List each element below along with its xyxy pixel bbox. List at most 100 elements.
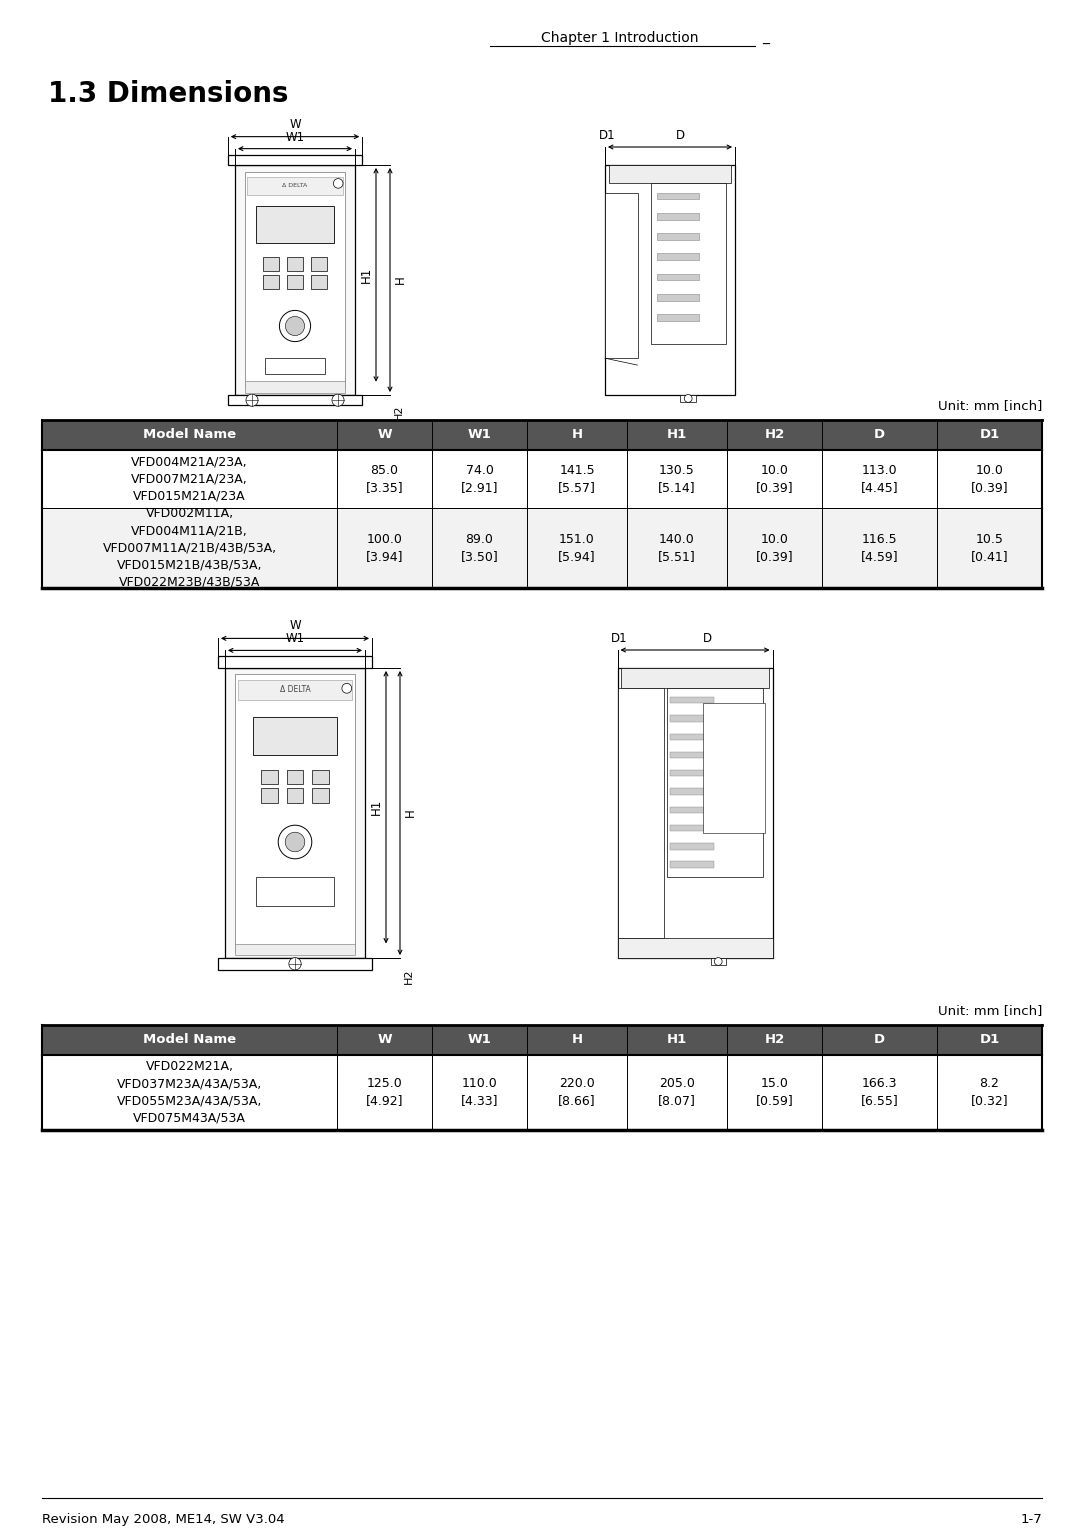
Text: Unit: mm [inch]: Unit: mm [inch] (937, 1003, 1042, 1017)
Text: VFD004M21A/23A,
VFD007M21A/23A,
VFD015M21A/23A: VFD004M21A/23A, VFD007M21A/23A, VFD015M2… (131, 456, 248, 503)
Text: 166.3
[6.55]: 166.3 [6.55] (861, 1077, 899, 1108)
Bar (671, 715, 714, 721)
Circle shape (285, 316, 305, 336)
Text: H1: H1 (370, 799, 383, 816)
Text: 151.0
[5.94]: 151.0 [5.94] (558, 532, 596, 563)
Bar (286, 788, 303, 802)
Bar (244, 172, 346, 388)
Circle shape (246, 394, 258, 407)
Bar (287, 258, 302, 272)
Bar (671, 770, 714, 776)
Bar (432, 508, 527, 588)
Bar (671, 752, 714, 758)
Circle shape (714, 957, 723, 965)
Bar (225, 667, 365, 959)
Bar (42, 420, 337, 449)
Bar (265, 359, 325, 374)
Text: D1: D1 (980, 1032, 1000, 1046)
Bar (671, 825, 714, 831)
Text: H: H (394, 276, 407, 284)
Bar (650, 184, 726, 345)
Text: 10.0
[0.39]: 10.0 [0.39] (756, 532, 794, 563)
Text: 15.0
[0.59]: 15.0 [0.59] (756, 1077, 794, 1108)
Text: H: H (571, 1032, 582, 1046)
Text: H2: H2 (394, 405, 404, 420)
Text: 10.5
[0.41]: 10.5 [0.41] (971, 532, 1009, 563)
Text: 220.0
[8.66]: 220.0 [8.66] (558, 1077, 596, 1108)
Bar (822, 449, 937, 508)
Bar (312, 770, 328, 784)
Bar (727, 1025, 822, 1054)
Text: W1: W1 (468, 1032, 491, 1046)
Bar (527, 1025, 627, 1054)
Text: 141.5
[5.57]: 141.5 [5.57] (558, 463, 596, 494)
Bar (256, 877, 334, 905)
Bar (680, 394, 696, 402)
Text: Δ DELTA: Δ DELTA (280, 686, 310, 695)
Circle shape (342, 684, 352, 693)
Bar (618, 937, 772, 959)
Text: D1: D1 (598, 129, 616, 143)
Text: 1-7: 1-7 (1021, 1513, 1042, 1526)
Bar (337, 420, 432, 449)
Bar (337, 1025, 432, 1054)
Bar (228, 155, 362, 166)
Bar (657, 253, 699, 261)
Text: D1: D1 (611, 632, 627, 644)
Text: 125.0
[4.92]: 125.0 [4.92] (366, 1077, 403, 1108)
Bar (618, 667, 772, 959)
Text: W: W (289, 620, 301, 632)
Bar (671, 807, 714, 813)
Bar (627, 420, 727, 449)
Bar (264, 258, 279, 272)
Text: D: D (702, 632, 712, 644)
Text: H2: H2 (404, 968, 414, 983)
Bar (432, 1025, 527, 1054)
Bar (527, 1054, 627, 1129)
Bar (671, 844, 714, 850)
Bar (727, 1054, 822, 1129)
Bar (657, 314, 699, 321)
Text: VFD022M21A,
VFD037M23A/43A/53A,
VFD055M23A/43A/53A,
VFD075M43A/53A: VFD022M21A, VFD037M23A/43A/53A, VFD055M2… (117, 1060, 262, 1124)
Bar (432, 1054, 527, 1129)
Bar (218, 959, 372, 969)
Bar (337, 1054, 432, 1129)
Text: 89.0
[3.50]: 89.0 [3.50] (461, 532, 498, 563)
Bar (287, 276, 302, 290)
Text: 116.5
[4.59]: 116.5 [4.59] (861, 532, 899, 563)
Bar (312, 788, 328, 802)
Text: 10.0
[0.39]: 10.0 [0.39] (971, 463, 1009, 494)
Bar (937, 508, 1042, 588)
Bar (311, 276, 327, 290)
Text: Model Name: Model Name (143, 428, 237, 442)
Text: 8.2
[0.32]: 8.2 [0.32] (971, 1077, 1009, 1108)
Text: Unit: mm [inch]: Unit: mm [inch] (937, 399, 1042, 413)
Text: 113.0
[4.45]: 113.0 [4.45] (861, 463, 899, 494)
Circle shape (280, 310, 311, 342)
Bar (937, 1025, 1042, 1054)
Text: H1: H1 (360, 267, 373, 282)
Bar (605, 193, 637, 359)
Bar (727, 449, 822, 508)
Text: 130.5
[5.14]: 130.5 [5.14] (658, 463, 696, 494)
Bar (671, 733, 714, 739)
Text: H1: H1 (666, 428, 687, 442)
Bar (822, 508, 937, 588)
Text: D: D (675, 129, 685, 143)
Text: W1: W1 (285, 130, 305, 144)
Bar (657, 193, 699, 199)
Text: 205.0
[8.07]: 205.0 [8.07] (658, 1077, 696, 1108)
Text: D1: D1 (980, 428, 1000, 442)
Bar (727, 508, 822, 588)
Bar (671, 862, 714, 868)
Bar (667, 689, 764, 877)
Text: 10.0
[0.39]: 10.0 [0.39] (756, 463, 794, 494)
Text: H2: H2 (765, 428, 785, 442)
Text: VFD002M11A,
VFD004M11A/21B,
VFD007M11A/21B/43B/53A,
VFD015M21B/43B/53A,
VFD022M2: VFD002M11A, VFD004M11A/21B, VFD007M11A/2… (103, 508, 276, 589)
Bar (261, 788, 279, 802)
Bar (234, 673, 355, 953)
Text: Chapter 1 Introduction: Chapter 1 Introduction (541, 31, 699, 44)
Circle shape (334, 178, 343, 189)
Bar (671, 696, 714, 704)
Bar (247, 176, 343, 195)
